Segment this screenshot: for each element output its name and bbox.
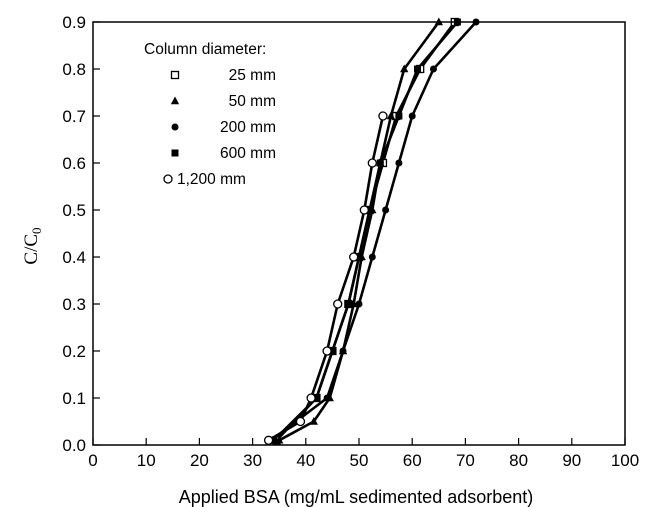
x-tick-label: 40 [296,451,315,470]
data-point [355,300,363,308]
legend-marker [171,149,179,157]
legend-title: Column diameter: [144,41,266,58]
legend-marker [170,70,180,80]
data-point [382,206,390,214]
data-point [309,417,318,425]
data-point [395,159,403,167]
x-tick-label: 60 [403,451,422,470]
y-tick-label: 0.6 [62,154,86,173]
series-line-3 [272,21,459,442]
data-point [323,394,331,402]
data-point [366,206,374,214]
data-point [263,435,274,445]
data-point [376,159,384,167]
data-point [344,300,352,308]
legend-marker [163,174,173,184]
data-point [429,65,437,73]
x-tick-label: 30 [243,451,262,470]
data-point [386,111,396,120]
y-tick-label: 0.9 [62,13,86,32]
data-point [270,436,278,444]
legend-marker [170,96,180,105]
y-tick-label: 0.2 [62,342,86,361]
x-tick-label: 50 [350,451,369,470]
series-line-2 [270,21,478,442]
legend-item: 600 mm [171,145,276,162]
x-tick-label: 70 [456,451,475,470]
legend-label: 1,200 mm [177,171,246,188]
legend-label: 25 mm [229,67,276,84]
series-markers-4 [263,111,388,445]
legend-label: 50 mm [229,93,276,110]
legend-item: 25 mm [170,67,276,84]
data-point [312,394,320,402]
data-point [295,416,306,427]
y-axis-label-main: C/C [21,234,42,265]
legend-label: 200 mm [220,119,276,136]
y-tick-label: 0.0 [62,436,86,455]
x-tick-label: 100 [611,451,639,470]
y-tick-label: 0.1 [62,389,86,408]
data-point [400,64,409,73]
y-tick-label: 0.7 [62,107,86,126]
data-point [367,158,377,168]
data-point [355,253,363,261]
data-point [328,347,336,355]
legend-label: 600 mm [220,145,276,162]
data-point [339,347,347,355]
x-axis-label: Applied BSA (mg/mL sedimented adsorbent) [179,487,534,507]
y-tick-label: 0.5 [62,201,86,220]
data-point [408,112,416,120]
x-tick-label: 10 [137,451,156,470]
series-layer [263,17,480,445]
y-axis-label-sub: 0 [29,227,44,234]
series-markers-2 [267,18,480,444]
data-point [322,346,332,356]
data-point [306,393,316,403]
x-tick-label: 90 [562,451,581,470]
x-tick-label: 20 [190,451,209,470]
y-tick-label: 0.3 [62,295,86,314]
ticks-layer: 0 10 20 30 40 50 60 70 80 90 100 0.0 0.1 0.2 0.3 0.4 0.5… [62,13,639,470]
x-tick-label: 0 [88,451,97,470]
y-axis-label: C/C0 [21,227,44,264]
legend: Column diameter: 25 mm 50 mm 200 mm 600 mm 1… [144,41,276,188]
x-tick-label: 80 [509,451,528,470]
data-point [368,253,376,261]
data-point [349,252,359,262]
y-tick-label: 0.4 [62,248,86,267]
y-tick-label: 0.8 [62,60,86,79]
legend-item: 200 mm [171,119,276,136]
data-point [378,111,388,121]
data-point [414,65,422,73]
data-point [395,112,403,120]
data-point [333,299,343,309]
legend-item: 50 mm [170,93,276,110]
legend-marker [171,123,179,131]
legend-item: 1,200 mm [163,171,246,188]
y-axis-label-group: C/C0 [21,227,44,264]
data-point [359,205,369,215]
